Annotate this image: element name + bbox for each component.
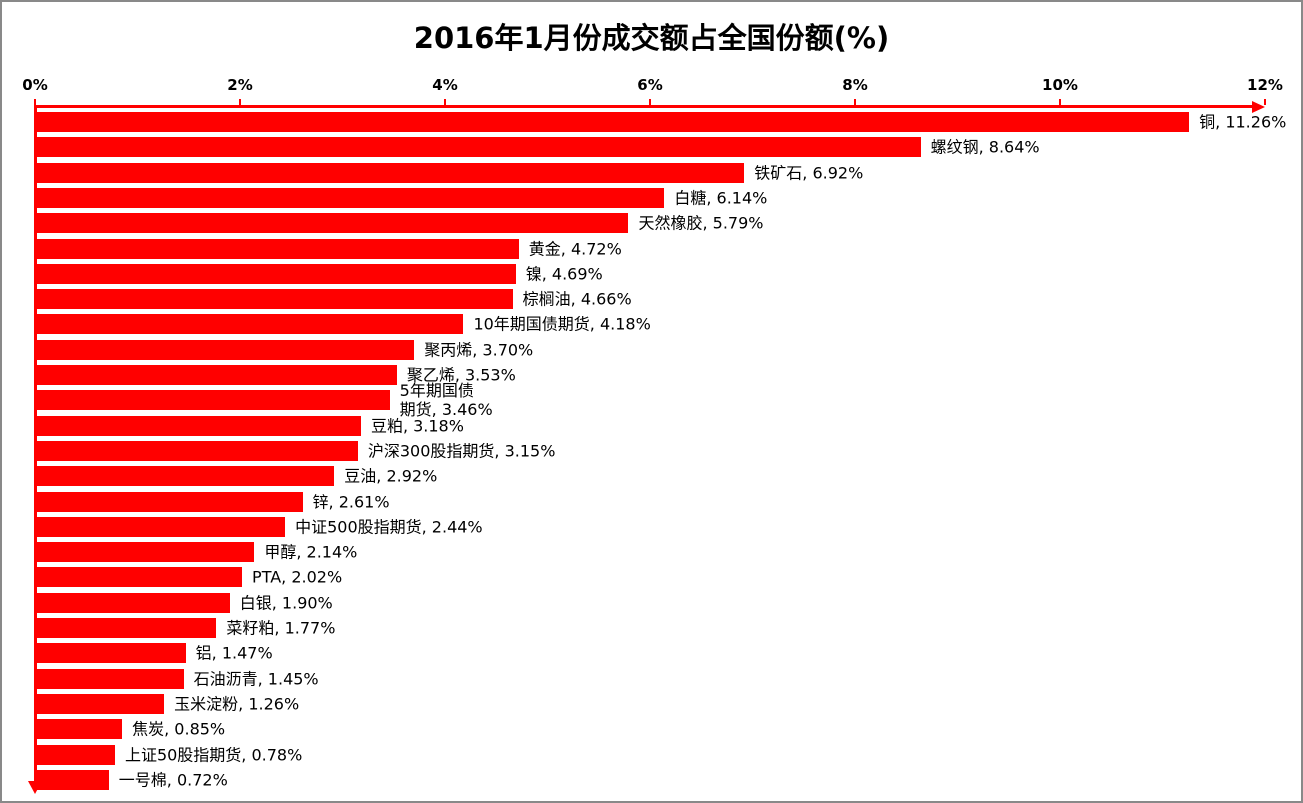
bar-label: PTA, 2.02% [252, 567, 343, 587]
bar-label: 铁矿石, 6.92% [754, 163, 864, 183]
chart-bar [37, 137, 921, 158]
x-axis-tick [1264, 99, 1266, 105]
x-axis-tick-label: 6% [637, 76, 663, 94]
chart-bar [37, 769, 109, 790]
x-axis-tick [1059, 99, 1061, 105]
x-axis-tick [649, 99, 651, 105]
chart-bar [37, 668, 184, 689]
chart-bar [37, 466, 335, 487]
chart-bar [37, 238, 519, 259]
bar-label: 天然橡胶, 5.79% [638, 213, 764, 233]
chart-bar [37, 542, 255, 563]
chart-bar [37, 618, 217, 638]
bar-label: 聚丙烯, 3.70% [424, 340, 534, 360]
x-axis-tick-label: 2% [227, 76, 253, 94]
chart-bar [37, 263, 516, 284]
chart-bar [37, 339, 415, 360]
bar-label: 菜籽粕, 1.77% [226, 618, 336, 638]
bar-label: 棕榈油, 4.66% [522, 289, 632, 309]
bar-label: 沪深300股指期货, 3.15% [367, 441, 556, 461]
x-axis-tick-label: 0% [22, 76, 48, 94]
chart-bar [37, 719, 123, 740]
bar-label: 聚乙烯, 3.53% [406, 365, 516, 385]
chart-bar [37, 415, 361, 436]
chart-bar [37, 592, 230, 613]
bar-label: 玉米淀粉, 1.26% [174, 694, 300, 714]
chart-bar [37, 643, 186, 664]
chart-bar [37, 162, 745, 183]
chart-title: 2016年1月份成交额占全国份额(%) [413, 21, 890, 55]
x-axis-tick [854, 99, 856, 105]
bar-label: 上证50股指期货, 0.78% [124, 745, 303, 764]
bar-label: 白银, 1.90% [239, 593, 333, 613]
bar-label: 豆粕, 3.18% [370, 416, 464, 436]
x-axis-tick [239, 99, 241, 105]
bar-label: 甲醇, 2.14% [264, 542, 358, 562]
bar-label: 10年期国债期货, 4.18% [473, 314, 651, 334]
chart-bar [37, 693, 165, 714]
chart-bar [37, 744, 115, 765]
chart-bar [37, 112, 1190, 132]
bar-label: 锌, 2.61% [312, 492, 390, 511]
x-axis-tick-label: 12% [1247, 76, 1283, 94]
bar-label: 螺纹钢, 8.64% [930, 137, 1040, 157]
bar-label: 白糖, 6.14% [674, 188, 768, 208]
x-axis-tick-label: 10% [1042, 76, 1078, 94]
chart-bar [37, 516, 286, 537]
y-axis-line [34, 105, 37, 782]
chart-bar [37, 365, 397, 385]
bar-label: 中证500股指期货, 2.44% [295, 517, 483, 537]
x-axis-tick-label: 8% [842, 76, 868, 94]
bar-label: 豆油, 2.92% [344, 466, 438, 486]
chart-bar [37, 289, 513, 310]
bar-label: 铜, 11.26% [1199, 112, 1287, 132]
bar-label: 5年期国债 期货, 3.46% [399, 381, 493, 420]
chart-bar [37, 213, 629, 234]
chart-bar [37, 390, 390, 411]
bar-label: 一号棉, 0.72% [118, 770, 228, 790]
chart-bar [37, 440, 358, 461]
chart-bar [37, 314, 464, 335]
chart-bar [37, 567, 243, 588]
x-axis-tick [444, 99, 446, 105]
chart-bar [37, 491, 303, 512]
x-axis-arrowhead-icon [1252, 100, 1265, 113]
bar-label: 黄金, 4.72% [528, 239, 622, 258]
bar-label: 焦炭, 0.85% [132, 719, 226, 739]
x-axis-tick-label: 4% [432, 76, 458, 94]
bar-label: 镍, 4.69% [525, 264, 603, 284]
bar-label: 铝, 1.47% [195, 643, 273, 663]
bar-label: 石油沥青, 1.45% [193, 669, 319, 689]
x-axis-tick [34, 99, 36, 105]
chart-bar [37, 187, 665, 208]
x-axis-line [35, 105, 1253, 108]
